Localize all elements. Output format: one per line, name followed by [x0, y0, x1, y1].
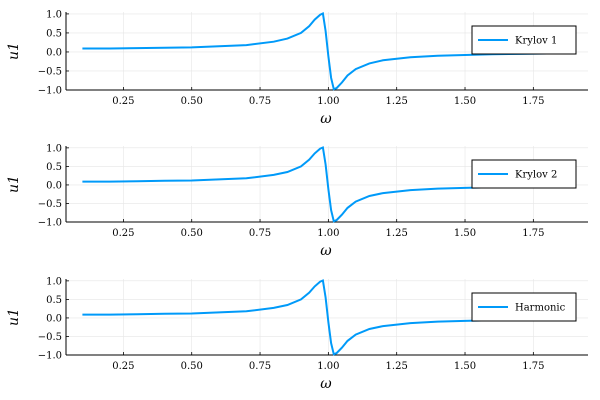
x-tick-label: 0.50 [181, 228, 203, 239]
x-tick-label: 1.75 [522, 228, 544, 239]
series-line-1 [82, 12, 575, 91]
x-tick-label: 1.25 [386, 228, 408, 239]
series-line-1 [82, 146, 575, 223]
x-axis-title: ω [320, 243, 332, 259]
x-tick-label: 0.75 [249, 361, 271, 372]
legend-label: Krylov 1 [515, 36, 557, 47]
x-tick-label: 0.50 [181, 96, 203, 107]
y-axis-title: u1 [6, 308, 22, 326]
x-axis-title: ω [320, 111, 332, 127]
legend-label: Harmonic [515, 303, 566, 314]
y-tick-label: 0.5 [46, 162, 62, 173]
chart-panel-2: 0.25 0.50 0.75 1.00 1.25 1.50 1.75 −1.0 −0.5 0.0 0… [6, 143, 588, 259]
chart-panel-1: 0.25 0.50 0.75 1.00 1.25 1.50 1.75 −1.0 −0.5 0.0 0… [6, 9, 588, 127]
y-tick-label: −1.0 [38, 86, 62, 97]
x-tick-label: 0.75 [249, 96, 271, 107]
x-tick-label: 0.25 [112, 96, 134, 107]
y-tick-label: 0.0 [46, 313, 62, 324]
y-tick-label: 0.0 [46, 47, 62, 58]
legend-label: Krylov 2 [515, 170, 557, 181]
x-tick-label: 1.75 [522, 96, 544, 107]
x-tick-label: 1.25 [386, 96, 408, 107]
x-tick-label: 1.75 [522, 361, 544, 372]
y-tick-label: 1.0 [46, 9, 62, 20]
x-tick-label: 1.00 [317, 96, 339, 107]
x-tick-label: 1.00 [317, 361, 339, 372]
x-tick-label: 1.00 [317, 228, 339, 239]
y-tick-label: −1.0 [38, 351, 62, 362]
y-axis-title: u1 [6, 175, 22, 193]
x-tick-label: 1.50 [454, 228, 476, 239]
y-tick-label: 0.0 [46, 180, 62, 191]
x-axis-title: ω [320, 376, 332, 392]
y-tick-label: 0.5 [46, 295, 62, 306]
chart-panel-3: 0.25 0.50 0.75 1.00 1.25 1.50 1.75 −1.0 −0.5 0.0 0… [6, 276, 588, 392]
x-tick-label: 1.25 [386, 361, 408, 372]
y-tick-label: −0.5 [38, 199, 62, 210]
x-tick-label: 0.50 [181, 361, 203, 372]
y-tick-label: −0.5 [38, 66, 62, 77]
x-tick-label: 0.25 [112, 228, 134, 239]
x-tick-label: 0.25 [112, 361, 134, 372]
y-axis-title: u1 [6, 42, 22, 60]
series-line-1 [82, 279, 575, 356]
x-tick-label: 1.50 [454, 361, 476, 372]
y-tick-label: −0.5 [38, 332, 62, 343]
y-tick-label: 0.5 [46, 28, 62, 39]
x-tick-label: 0.75 [249, 228, 271, 239]
y-tick-label: 1.0 [46, 143, 62, 154]
x-tick-label: 1.50 [454, 96, 476, 107]
y-tick-label: −1.0 [38, 218, 62, 229]
y-tick-label: 1.0 [46, 276, 62, 287]
